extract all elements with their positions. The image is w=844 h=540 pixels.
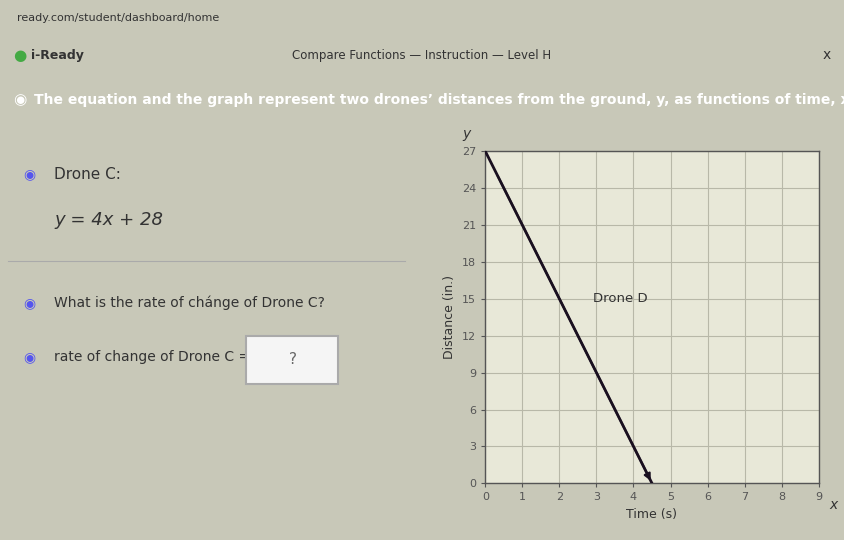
FancyBboxPatch shape <box>246 336 338 384</box>
Text: ◉: ◉ <box>23 296 35 310</box>
Text: Drone C:: Drone C: <box>54 167 122 181</box>
Text: x: x <box>830 498 837 512</box>
Text: The equation and the graph represent two drones’ distances from the ground, y, a: The equation and the graph represent two… <box>34 93 844 107</box>
Text: ?: ? <box>289 352 296 367</box>
Text: Compare Functions — Instruction — Level H: Compare Functions — Instruction — Level … <box>292 49 552 62</box>
Text: Drone D: Drone D <box>592 292 647 305</box>
Text: What is the rate of chánge of Drone C?: What is the rate of chánge of Drone C? <box>54 296 325 310</box>
Text: ready.com/student/dashboard/home: ready.com/student/dashboard/home <box>17 12 219 23</box>
Text: y: y <box>463 127 471 141</box>
Text: i-Ready: i-Ready <box>31 49 84 62</box>
Y-axis label: Distance (in.): Distance (in.) <box>443 275 457 359</box>
Text: ◉: ◉ <box>13 92 26 107</box>
X-axis label: Time (s): Time (s) <box>626 508 678 521</box>
Text: ●: ● <box>13 48 26 63</box>
Text: ◉: ◉ <box>23 167 35 181</box>
Text: rate of change of Drone C =: rate of change of Drone C = <box>54 350 251 364</box>
Text: y = 4x + 28: y = 4x + 28 <box>54 211 163 229</box>
Text: ◉: ◉ <box>23 350 35 364</box>
Text: x: x <box>823 49 831 62</box>
